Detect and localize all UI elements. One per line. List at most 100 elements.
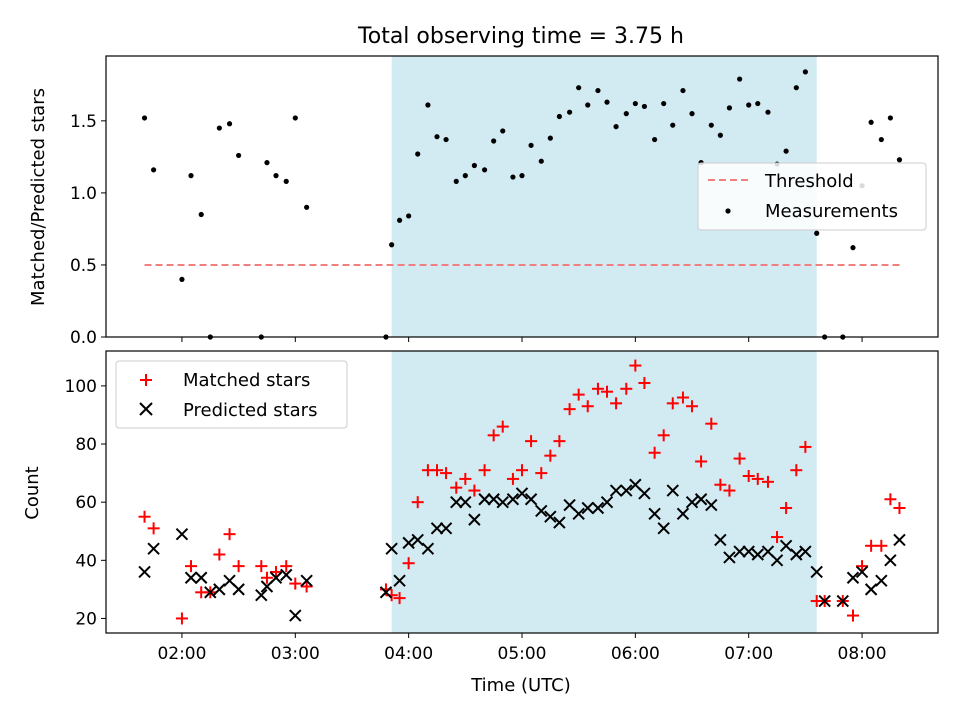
measurement-point xyxy=(188,173,194,179)
predicted-star-point xyxy=(591,501,605,515)
matched-star-point xyxy=(790,464,803,477)
matched-star-point xyxy=(865,539,878,552)
predicted-star-point xyxy=(705,498,718,512)
measurement-point xyxy=(567,109,573,115)
predicted-star-point xyxy=(421,542,435,555)
measurement-point xyxy=(292,115,298,121)
predicted-star-point xyxy=(694,493,708,506)
measurement-point xyxy=(443,136,449,143)
count-x-axis: 02:00 03:00 04:00 05:00 06:00 07:00 08:00 xyxy=(157,633,887,664)
measurement-point xyxy=(236,152,242,159)
count-plot-frame xyxy=(105,350,939,634)
matched-star-point xyxy=(411,496,424,509)
matched-star-point xyxy=(402,557,415,570)
predicted-star-point xyxy=(385,542,398,555)
chart-title: Total observing time = 3.75 h xyxy=(357,24,684,49)
matched-star-point xyxy=(742,470,755,483)
matched-star-point xyxy=(260,571,273,584)
matched-star-point xyxy=(714,478,727,491)
predicted-star-point xyxy=(195,571,208,584)
predicted-star-point xyxy=(138,565,151,579)
matched-star-point xyxy=(496,420,509,433)
ratio-panel: Total observing time = 3.75 h 0.0 0.5 1.0 1… xyxy=(28,24,939,348)
matched-star-point xyxy=(638,376,651,389)
matched-star-point xyxy=(846,609,859,622)
measurement-point xyxy=(755,100,761,107)
ratio-y-axis-label: Matched/Predicted stars xyxy=(28,88,49,306)
matched-star-point xyxy=(893,501,906,514)
predicted-star-point xyxy=(572,507,585,521)
predicted-star-point xyxy=(487,493,500,506)
y-tick-label: 40 xyxy=(75,551,97,571)
measurement-point xyxy=(500,128,506,134)
matched-star-point xyxy=(572,388,585,401)
predicted-star-point xyxy=(620,484,633,497)
measurement-point xyxy=(264,160,270,166)
measurement-point xyxy=(868,119,874,125)
count-legend-box xyxy=(115,360,348,429)
predicted-star-point xyxy=(770,554,784,567)
measurement-point xyxy=(802,69,808,75)
predicted-star-point xyxy=(666,484,679,497)
matched-star-point xyxy=(676,391,689,404)
predicted-stars-points xyxy=(138,478,906,622)
measurement-point xyxy=(304,204,310,210)
measurement-point xyxy=(198,211,204,218)
predicted-star-point xyxy=(648,507,661,521)
matched-star-point xyxy=(705,417,718,430)
matched-star-point xyxy=(232,560,245,573)
predicted-star-point xyxy=(609,484,623,497)
predicted-star-point xyxy=(685,495,699,509)
measurement-point xyxy=(652,136,658,143)
matched-star-point xyxy=(563,403,576,416)
y-tick-label: 20 xyxy=(75,609,97,629)
measurement-point xyxy=(389,242,395,248)
ratio-legend: Threshold Measurements xyxy=(697,162,927,231)
measurement-point xyxy=(179,276,185,282)
predicted-star-point xyxy=(790,548,803,561)
measurement-point xyxy=(878,136,884,143)
matched-star-point xyxy=(487,429,500,442)
count-y-axis: 20 40 60 80 100 xyxy=(65,377,106,629)
matched-star-point xyxy=(138,510,151,523)
matched-star-point xyxy=(620,382,633,395)
legend-measurements-label: Measurements xyxy=(765,201,898,222)
predicted-star-point xyxy=(799,545,812,558)
predicted-star-point xyxy=(213,583,226,596)
predicted-star-point xyxy=(524,493,538,506)
matched-star-point xyxy=(856,560,869,573)
x-tick-label: 08:00 xyxy=(838,644,887,664)
predicted-star-point xyxy=(893,533,906,547)
predicted-star-point xyxy=(468,513,481,526)
measurement-point xyxy=(151,167,157,173)
predicted-star-point xyxy=(393,574,406,587)
predicted-star-point xyxy=(379,586,393,599)
matched-star-point xyxy=(393,592,406,605)
matched-star-point xyxy=(648,446,661,459)
predicted-star-point xyxy=(544,510,557,523)
observing-window-shade xyxy=(391,351,817,633)
predicted-star-point xyxy=(175,527,189,541)
predicted-star-point xyxy=(255,588,268,602)
matched-star-point xyxy=(591,382,604,395)
predicted-star-point xyxy=(810,565,823,579)
measurement-point xyxy=(462,173,468,179)
matched-star-point xyxy=(223,528,236,541)
measurement-point xyxy=(471,162,477,169)
predicted-star-point xyxy=(714,533,727,547)
measurement-point xyxy=(556,113,563,120)
matched-star-point xyxy=(147,522,160,535)
matched-star-point xyxy=(581,400,594,413)
matched-star-point xyxy=(506,472,519,485)
y-tick-label: 0.5 xyxy=(70,256,97,276)
predicted-star-point xyxy=(269,571,283,584)
measurement-point xyxy=(689,111,695,117)
predicted-star-point xyxy=(184,571,198,584)
measurement-point xyxy=(726,105,733,111)
legend-matched-swatch xyxy=(140,374,152,386)
predicted-star-point xyxy=(478,493,491,506)
measurement-point xyxy=(585,102,591,108)
x-axis-label: Time (UTC) xyxy=(470,675,571,696)
measurement-point xyxy=(737,76,743,82)
